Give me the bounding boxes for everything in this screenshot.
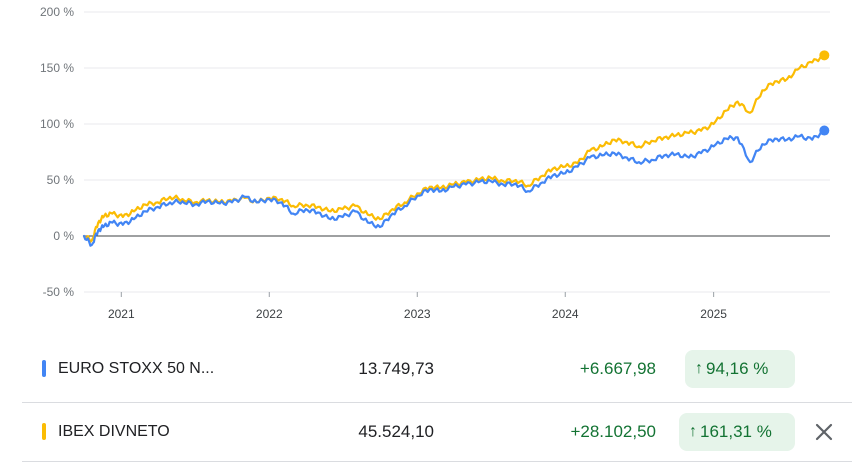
y-tick-label: 0 % (53, 229, 74, 243)
y-tick-label: 150 % (40, 61, 74, 75)
y-tick-label: 200 % (40, 5, 74, 19)
chart-grid (84, 11, 830, 293)
arrow-up-icon: ↑ (689, 423, 697, 440)
y-tick-label: 100 % (40, 117, 74, 131)
close-icon[interactable] (812, 420, 836, 444)
series-color-swatch (42, 423, 46, 440)
series-line (82, 53, 826, 243)
series-line (82, 128, 826, 247)
series-change: +28.102,50 (570, 422, 656, 441)
series-name: EURO STOXX 50 N... (58, 360, 215, 377)
percent-change-badge: ↑ 94,16 % (685, 350, 795, 388)
x-tick-label: 2023 (404, 307, 431, 321)
percent-change-badge: ↑ 161,31 % (679, 413, 795, 451)
arrow-up-icon: ↑ (695, 360, 703, 377)
x-tick-label: 2022 (256, 307, 283, 321)
series-color-swatch (42, 360, 46, 377)
series-change: +6.667,98 (579, 359, 656, 378)
percent-change-value: 161,31 % (700, 422, 772, 441)
x-axis: 2021 2022 2023 2024 2025 (108, 292, 727, 321)
legend-row-ibex-divneto[interactable]: IBEX DIVNETO 45.524,10 +28.102,50 ↑ 161,… (22, 402, 852, 462)
chart-series (82, 50, 830, 247)
series-endpoint-dot (819, 125, 830, 136)
x-tick-label: 2024 (552, 307, 579, 321)
y-axis: 200 % 150 % 100 % 50 % 0 % -50 % (40, 5, 74, 299)
series-endpoint-dot (819, 50, 830, 61)
x-tick-label: 2025 (700, 307, 727, 321)
series-price: 45.524,10 (358, 422, 434, 441)
y-tick-label: -50 % (43, 285, 75, 299)
legend-row-euro-stoxx[interactable]: EURO STOXX 50 N... 13.749,73 +6.667,98 ↑… (22, 340, 852, 398)
y-tick-label: 50 % (47, 173, 75, 187)
percent-change-value: 94,16 % (706, 359, 769, 378)
comparison-chart: 200 % 150 % 100 % 50 % 0 % -50 % 2021 2022 2023… (40, 5, 830, 321)
x-tick-label: 2021 (108, 307, 135, 321)
series-price: 13.749,73 (358, 359, 434, 378)
series-name: IBEX DIVNETO (58, 423, 170, 440)
